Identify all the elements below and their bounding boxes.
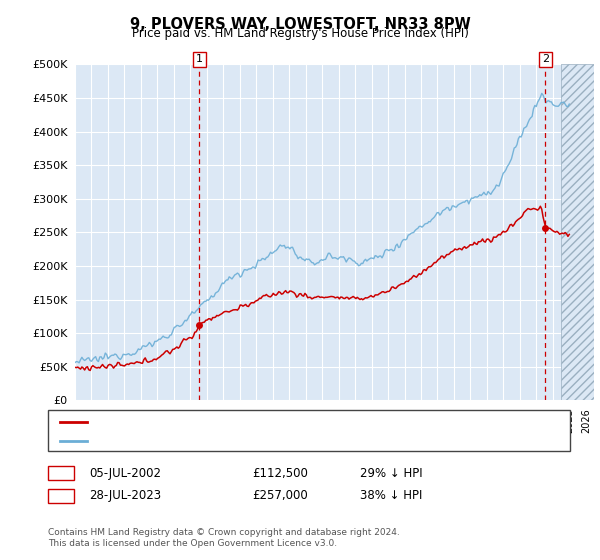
Text: £257,000: £257,000 [252,489,308,502]
Text: 05-JUL-2002: 05-JUL-2002 [89,466,161,480]
Text: £112,500: £112,500 [252,466,308,480]
Text: 2: 2 [58,491,65,501]
Text: 28-JUL-2023: 28-JUL-2023 [89,489,161,502]
Text: Price paid vs. HM Land Registry's House Price Index (HPI): Price paid vs. HM Land Registry's House … [131,27,469,40]
Text: 29% ↓ HPI: 29% ↓ HPI [360,466,422,480]
Bar [561,64,594,400]
Text: 1: 1 [58,468,65,478]
Text: 38% ↓ HPI: 38% ↓ HPI [360,489,422,502]
Text: 9, PLOVERS WAY, LOWESTOFT, NR33 8PW: 9, PLOVERS WAY, LOWESTOFT, NR33 8PW [130,17,470,32]
Text: HPI: Average price, detached house, East Suffolk: HPI: Average price, detached house, East… [93,436,348,446]
Text: 1: 1 [196,54,203,64]
Text: 9, PLOVERS WAY, LOWESTOFT, NR33 8PW (detached house): 9, PLOVERS WAY, LOWESTOFT, NR33 8PW (det… [93,417,405,427]
Text: Contains HM Land Registry data © Crown copyright and database right 2024.
This d: Contains HM Land Registry data © Crown c… [48,528,400,548]
Text: 2: 2 [542,54,549,64]
